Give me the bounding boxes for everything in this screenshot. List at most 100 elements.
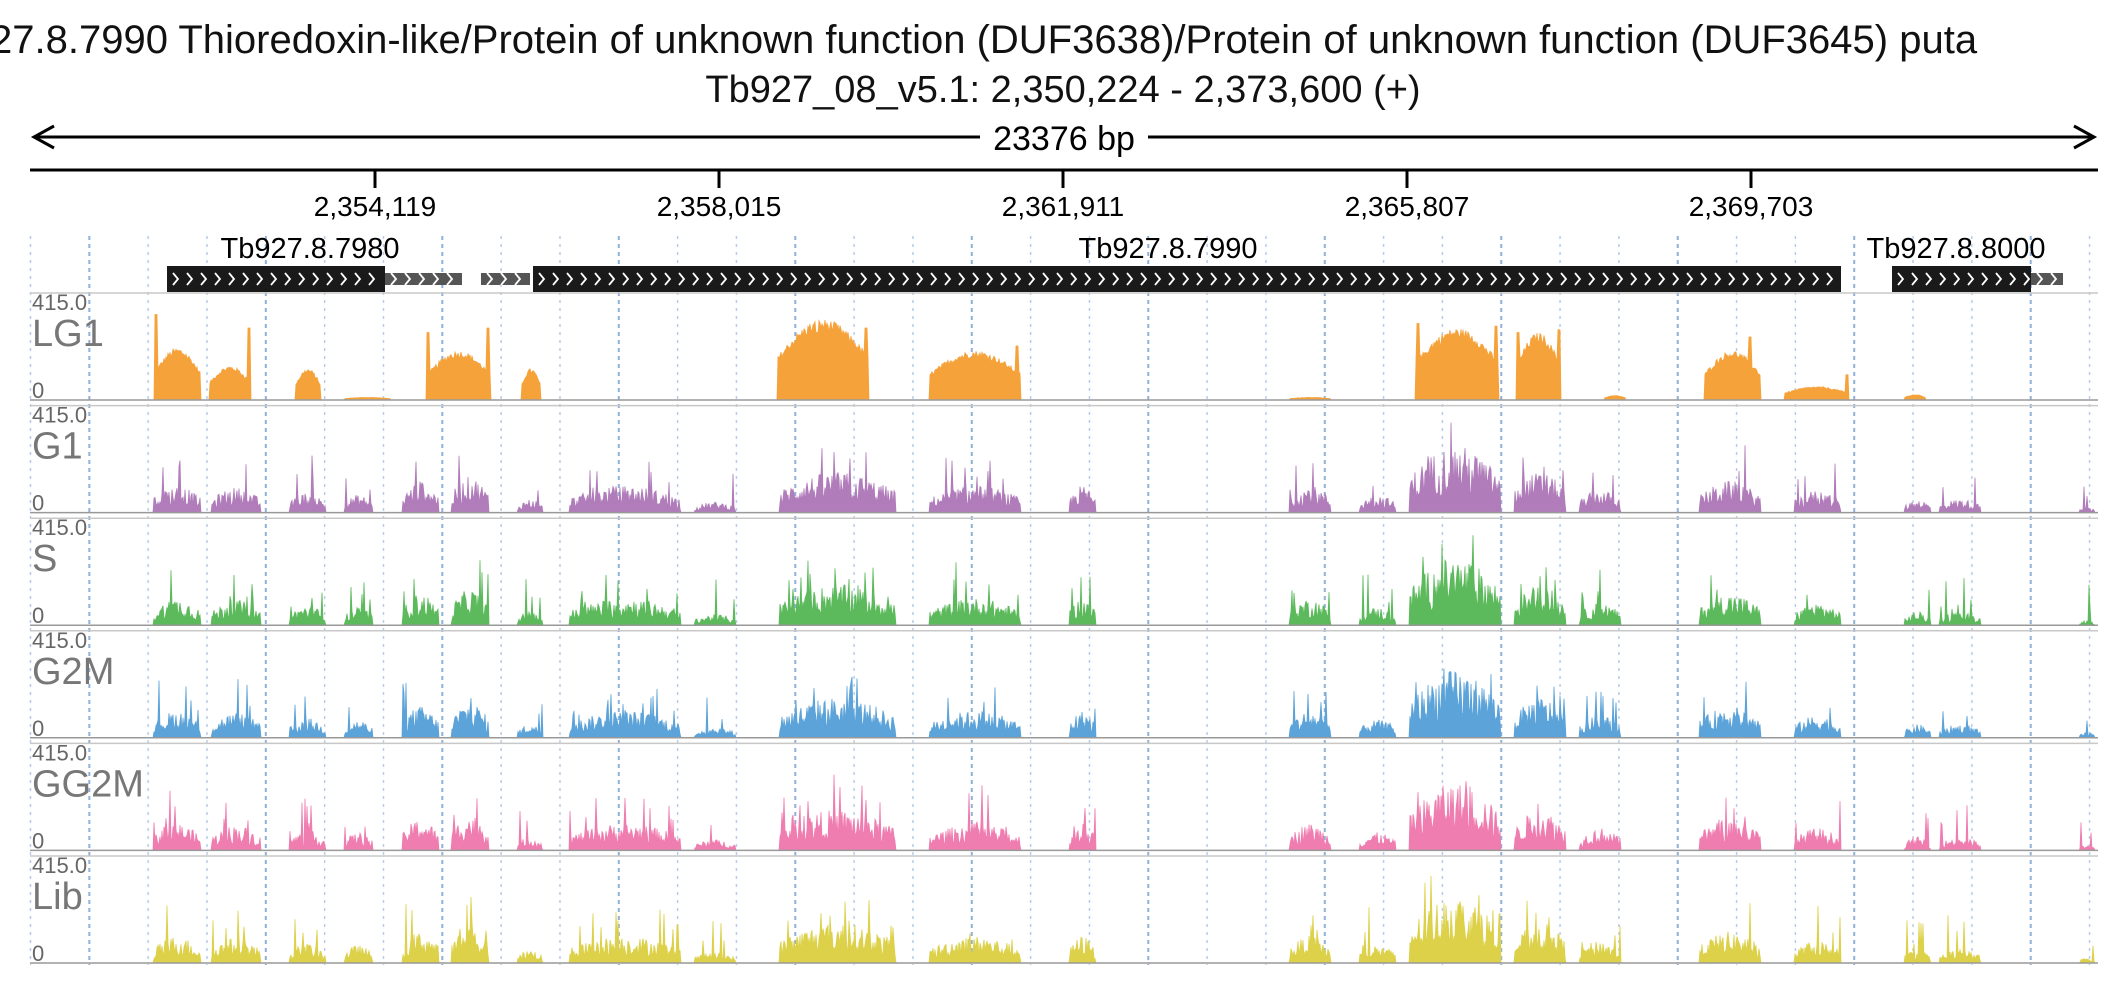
- track-label: G2M: [32, 651, 114, 693]
- strand-chevron-icon: [1728, 272, 1736, 286]
- gene-feature[interactable]: Tb927.8.7990: [481, 233, 1841, 292]
- coverage-track: 415.0 0 G2M: [30, 628, 2098, 741]
- strand-chevron-icon: [214, 272, 222, 286]
- coverage-area: [30, 875, 2098, 964]
- strand-chevron-icon: [228, 272, 236, 286]
- gene-utr: [2031, 273, 2063, 285]
- ruler-tick-label: 2,358,015: [657, 191, 782, 222]
- strand-chevron-icon: [944, 272, 952, 286]
- gene-annotation-track[interactable]: Tb927.8.7980 Tb927.8.7990 Tb927.8.8000: [167, 233, 2063, 292]
- strand-chevron-icon: [734, 272, 742, 286]
- track-scale-max: 415.0: [32, 853, 87, 878]
- gene-cds: [1892, 266, 2031, 292]
- strand-chevron-icon: [1742, 272, 1750, 286]
- strand-chevron-icon: [1784, 272, 1792, 286]
- strand-chevron-icon: [500, 272, 508, 286]
- strand-chevron-icon: [958, 272, 966, 286]
- strand-chevron-icon: [594, 272, 602, 286]
- strand-chevron-icon: [1686, 272, 1694, 286]
- strand-chevron-icon: [1574, 272, 1582, 286]
- strand-chevron-icon: [340, 272, 348, 286]
- strand-chevron-icon: [832, 272, 840, 286]
- strand-chevron-icon: [566, 272, 574, 286]
- coverage-area: [30, 535, 2098, 626]
- strand-chevron-icon: [1700, 272, 1708, 286]
- strand-chevron-icon: [1560, 272, 1568, 286]
- strand-chevron-icon: [2023, 272, 2031, 286]
- strand-chevron-icon: [1420, 272, 1428, 286]
- track-title: 27.8.7990 Thioredoxin-like/Protein of un…: [0, 18, 1978, 62]
- track-scale-min: 0: [32, 941, 44, 966]
- strand-chevron-icon: [1434, 272, 1442, 286]
- strand-chevron-icon: [1168, 272, 1176, 286]
- strand-chevron-icon: [1812, 272, 1820, 286]
- strand-chevron-icon: [1252, 272, 1260, 286]
- strand-chevron-icon: [1939, 272, 1947, 286]
- strand-chevron-icon: [312, 272, 320, 286]
- track-scale-min: 0: [32, 603, 44, 628]
- strand-chevron-icon: [1981, 272, 1989, 286]
- track-label: G1: [32, 426, 83, 468]
- strand-chevron-icon: [486, 272, 494, 286]
- strand-chevron-icon: [622, 272, 630, 286]
- gene-label: Tb927.8.8000: [1867, 233, 2046, 265]
- strand-chevron-icon: [1995, 272, 2003, 286]
- strand-chevron-icon: [860, 272, 868, 286]
- track-scale-min: 0: [32, 491, 44, 516]
- strand-chevron-icon: [1406, 272, 1414, 286]
- track-label: Lib: [32, 876, 83, 918]
- strand-chevron-icon: [1042, 272, 1050, 286]
- strand-chevron-icon: [1462, 272, 1470, 286]
- track-label: LG1: [32, 313, 104, 355]
- strand-chevron-icon: [390, 272, 398, 286]
- strand-chevron-icon: [1546, 272, 1554, 286]
- strand-chevron-icon: [1588, 272, 1596, 286]
- strand-chevron-icon: [1154, 272, 1162, 286]
- strand-chevron-icon: [514, 272, 522, 286]
- strand-chevron-icon: [1826, 272, 1834, 286]
- strand-chevron-icon: [1518, 272, 1526, 286]
- coverage-area: [30, 422, 2098, 513]
- strand-chevron-icon: [1378, 272, 1386, 286]
- track-scale-min: 0: [32, 378, 44, 403]
- strand-chevron-icon: [1616, 272, 1624, 286]
- strand-chevron-icon: [930, 272, 938, 286]
- ruler-tick-label: 2,365,807: [1345, 191, 1470, 222]
- strand-chevron-icon: [1602, 272, 1610, 286]
- gene-feature[interactable]: Tb927.8.8000: [1867, 233, 2063, 292]
- strand-chevron-icon: [1504, 272, 1512, 286]
- strand-chevron-icon: [1490, 272, 1498, 286]
- strand-chevron-icon: [874, 272, 882, 286]
- strand-chevron-icon: [650, 272, 658, 286]
- track-scale-max: 415.0: [32, 290, 87, 315]
- strand-chevron-icon: [1014, 272, 1022, 286]
- strand-chevron-icon: [404, 272, 412, 286]
- strand-chevron-icon: [1126, 272, 1134, 286]
- strand-chevron-icon: [172, 272, 180, 286]
- strand-chevron-icon: [1238, 272, 1246, 286]
- strand-chevron-icon: [538, 272, 546, 286]
- track-scale-max: 415.0: [32, 403, 87, 428]
- strand-chevron-icon: [1336, 272, 1344, 286]
- strand-chevron-icon: [888, 272, 896, 286]
- track-scale-max: 415.0: [32, 740, 87, 765]
- strand-chevron-icon: [1266, 272, 1274, 286]
- strand-chevron-icon: [608, 272, 616, 286]
- coverage-track: 415.0 0 LG1: [30, 290, 2098, 403]
- strand-chevron-icon: [552, 272, 560, 286]
- gene-feature[interactable]: Tb927.8.7980: [167, 233, 462, 292]
- strand-chevron-icon: [636, 272, 644, 286]
- strand-chevron-icon: [1798, 272, 1806, 286]
- coverage-track: 415.0 0 GG2M: [30, 740, 2098, 853]
- strand-chevron-icon: [1084, 272, 1092, 286]
- strand-chevron-icon: [2050, 272, 2058, 286]
- strand-chevron-icon: [846, 272, 854, 286]
- strand-chevron-icon: [1714, 272, 1722, 286]
- ruler-tick-label: 2,354,119: [314, 191, 437, 222]
- strand-chevron-icon: [1911, 272, 1919, 286]
- coverage-track: 415.0 0 Lib: [30, 853, 2098, 966]
- track-label: GG2M: [32, 763, 144, 805]
- strand-chevron-icon: [748, 272, 756, 286]
- strand-chevron-icon: [1196, 272, 1204, 286]
